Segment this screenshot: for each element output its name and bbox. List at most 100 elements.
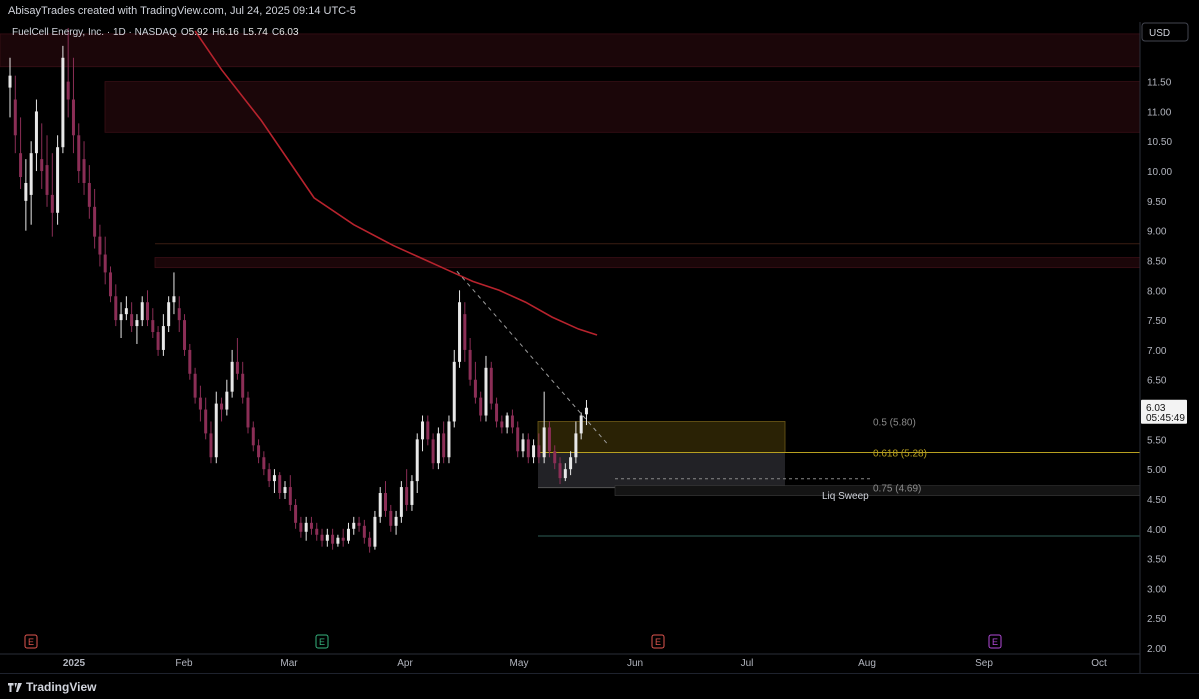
candle-body [45,165,49,195]
legend-l-label: L [243,27,249,38]
candle-body [447,421,451,458]
candle [558,457,562,485]
earnings-marker-label: E [319,637,325,647]
candle-body [19,153,23,178]
candle-body [161,326,165,350]
candle [241,361,245,404]
candle [172,272,176,315]
earnings-marker-label: E [992,637,998,647]
candle-body [251,427,255,446]
candle [34,99,38,172]
candle [547,421,551,458]
candle [167,296,171,333]
candle-body [209,433,213,458]
earnings-marker-icon[interactable] [315,634,329,649]
candle-body [436,433,440,464]
candle-body [272,475,276,482]
tradingview-logo-icon [8,683,22,692]
candle-body [188,349,192,374]
candle [463,302,467,362]
candle-body [479,397,483,416]
legend-o-label: O [181,27,189,38]
legend-h-label: H [212,27,219,38]
candle [108,266,112,303]
candle [362,519,366,544]
candle [510,409,514,434]
candle-body [40,159,44,172]
candle-body [8,75,12,88]
fib-label-0618: 0.618 (5.28) [873,448,927,459]
candle-body [241,373,245,398]
earnings-marker-icon[interactable] [988,634,1002,649]
candle-body [315,528,319,535]
moving-average-line [194,30,598,336]
earnings-marker-icon[interactable] [651,634,665,649]
candle [61,45,65,154]
candle [257,439,261,464]
candle [383,481,387,517]
candle-body [415,439,419,482]
legend-symbol: FuelCell Energy, Inc. · 1D · NASDAQ [12,27,177,38]
time-tick-label: May [510,658,529,669]
price-chart[interactable]: 0.5 (5.80) 0.618 (5.28) 0.75 (4.69) Liq Swe… [0,22,1199,673]
candle-body [103,254,107,273]
chart-frame[interactable]: 0.5 (5.80) 0.618 (5.28) 0.75 (4.69) Liq Swe… [0,22,1199,673]
candle [352,516,356,535]
price-axis-panel [1140,22,1199,673]
fib-zone-lower [538,452,785,488]
candle-body [484,367,488,416]
candle [341,528,345,547]
candle [537,433,541,464]
price-tick-label: 4.00 [1147,525,1167,536]
candle-body [151,320,155,333]
candle [489,361,493,410]
candle [526,433,530,464]
candle [71,57,75,154]
candle [283,481,287,499]
candle-body [383,493,387,511]
candle-body [56,147,60,213]
candle-body [463,314,467,350]
tradingview-brand[interactable]: TradingView [8,680,96,694]
candle-body [246,397,250,428]
candle-body [177,308,181,321]
candle-body [336,537,340,544]
candle [458,290,462,368]
candle [66,27,70,118]
candle-body [66,81,70,100]
candle-body [362,525,366,538]
candle [346,522,350,544]
legend-c-label: C [272,27,279,38]
candle [267,463,271,488]
price-tick-label: 9.00 [1147,227,1167,238]
candle-body [220,403,224,410]
price-tick-label: 7.50 [1147,316,1167,327]
bar-countdown-label: 05:45:49 [1146,413,1185,424]
price-tick-label: 3.50 [1147,555,1167,566]
earnings-marker-icon[interactable] [24,634,38,649]
time-tick-label: Feb [175,658,193,669]
candle-body [71,99,75,136]
brand-label: TradingView [26,680,97,694]
price-tick-label: 2.00 [1147,644,1167,655]
candle [114,284,118,327]
candle [251,421,255,452]
candle [40,123,44,189]
candle [103,236,107,285]
price-tick-label: 5.00 [1147,465,1167,476]
candle-body [124,308,128,315]
candle [415,433,419,494]
candle [225,379,229,416]
candle [151,308,155,338]
candle-body [468,349,472,380]
candle-body [98,236,102,255]
candle [130,302,134,333]
candle-body [516,427,520,452]
candle-body [146,302,150,321]
candle-body [108,272,112,297]
fib-label-05: 0.5 (5.80) [873,417,916,428]
candle [13,75,17,154]
candle [19,117,23,189]
currency-button[interactable] [1141,22,1189,42]
candle-body [473,379,477,398]
